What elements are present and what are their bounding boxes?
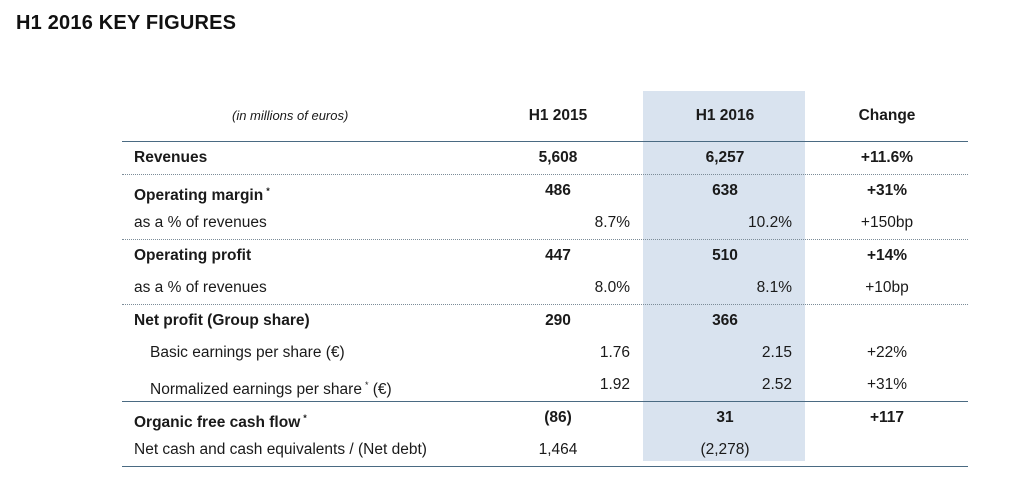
- table-row-free-cash-flow: Organic free cash flow * (86) 31 +117: [122, 402, 968, 434]
- footnote-marker: *: [364, 380, 369, 390]
- table-row-operating-margin-pct: as a % of revenues 8.7% 10.2% +150bp: [122, 207, 968, 240]
- key-figures-table: (in millions of euros) H1 2015 H1 2016 C…: [122, 91, 968, 467]
- table-row-operating-profit-pct: as a % of revenues 8.0% 8.1% +10bp: [122, 272, 968, 305]
- row-label: Operating profit: [134, 247, 252, 264]
- value-change: +14%: [866, 247, 908, 264]
- row-label: Organic free cash flow: [134, 414, 301, 431]
- footnote-marker: *: [266, 186, 270, 196]
- value-h1-2015: (86): [544, 409, 572, 426]
- value-change: +31%: [866, 182, 908, 199]
- table-row-revenues: Revenues 5,608 6,257 +11.6%: [122, 142, 968, 175]
- value-h1-2015: 290: [545, 312, 571, 329]
- row-label: Normalized earnings per share: [150, 381, 362, 398]
- row-label: Net cash and cash equivalents / (Net deb…: [134, 441, 427, 458]
- value-change: +10bp: [865, 279, 909, 296]
- footnote-marker: *: [303, 413, 307, 423]
- header-h1-2016: H1 2016: [695, 107, 755, 124]
- row-label-suffix: (€): [372, 381, 392, 398]
- value-h1-2016: (2,278): [700, 441, 750, 458]
- value-change: +11.6%: [860, 149, 914, 166]
- table-row-normalized-eps: Normalized earnings per share * (€) 1.92 …: [122, 369, 968, 402]
- value-h1-2016: 638: [712, 182, 738, 199]
- value-h1-2016: 510: [712, 247, 738, 264]
- value-change: +22%: [866, 344, 908, 361]
- value-h1-2015: 1.92: [599, 376, 630, 393]
- row-label: as a % of revenues: [134, 214, 267, 231]
- row-label-wrap: Normalized earnings per share * (€): [150, 369, 392, 406]
- value-h1-2015: 1.76: [599, 344, 630, 361]
- value-h1-2015: 8.0%: [594, 279, 630, 296]
- h1-2016-column-highlight: [643, 91, 805, 461]
- value-h1-2016: 6,257: [705, 149, 745, 166]
- value-h1-2016: 2.15: [761, 344, 792, 361]
- value-h1-2015: 8.7%: [594, 214, 630, 231]
- table-header-row: (in millions of euros) H1 2015 H1 2016 C…: [122, 91, 968, 142]
- row-label: as a % of revenues: [134, 279, 267, 296]
- table-row-net-profit: Net profit (Group share) 290 366: [122, 305, 968, 337]
- value-h1-2016: 366: [712, 312, 738, 329]
- table-row-operating-profit: Operating profit 447 510 +14%: [122, 240, 968, 272]
- value-change: +31%: [866, 376, 908, 393]
- row-label: Net profit (Group share): [134, 312, 310, 329]
- value-h1-2015: 5,608: [538, 149, 578, 166]
- table-row-basic-eps: Basic earnings per share (€) 1.76 2.15 +…: [122, 337, 968, 369]
- row-label-wrap: Organic free cash flow *: [134, 402, 307, 439]
- value-h1-2015: 447: [545, 247, 571, 264]
- table-row-net-cash: Net cash and cash equivalents / (Net deb…: [122, 434, 968, 467]
- row-label: Basic earnings per share (€): [150, 344, 345, 361]
- value-change: +150bp: [860, 214, 914, 231]
- value-h1-2016: 31: [716, 409, 734, 426]
- row-label-wrap: Operating margin *: [134, 175, 270, 212]
- value-h1-2016: 8.1%: [756, 279, 792, 296]
- header-change: Change: [858, 107, 916, 124]
- value-h1-2016: 10.2%: [748, 214, 792, 231]
- value-change: +117: [869, 409, 905, 426]
- value-h1-2015: 486: [545, 182, 571, 199]
- header-h1-2015: H1 2015: [528, 107, 588, 124]
- unit-note: (in millions of euros): [232, 108, 349, 123]
- value-h1-2015: 1,464: [538, 441, 578, 458]
- row-label: Revenues: [134, 149, 208, 166]
- page-title: H1 2016 KEY FIGURES: [16, 12, 237, 34]
- table-row-operating-margin: Operating margin * 486 638 +31%: [122, 175, 968, 207]
- row-label: Operating margin: [134, 187, 264, 204]
- value-h1-2016: 2.52: [761, 376, 792, 393]
